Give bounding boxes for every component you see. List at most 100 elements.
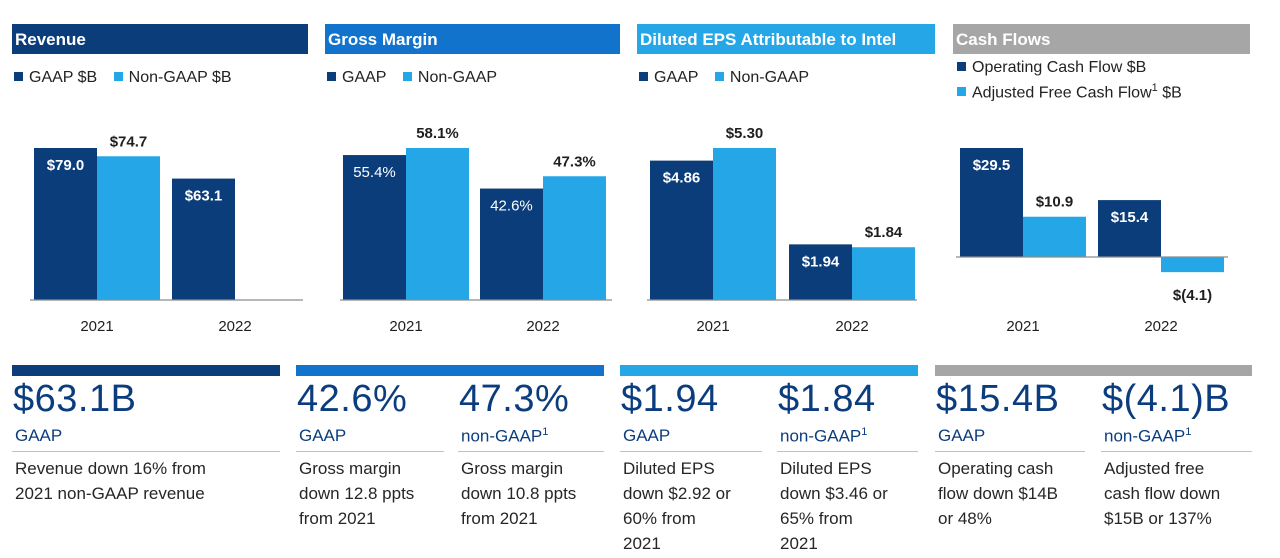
bar-2022-series2 (543, 176, 606, 300)
summary-value: 47.3% (459, 378, 570, 420)
nongaap-swatch (402, 72, 412, 81)
x-tick-label: 2021 (389, 318, 422, 335)
summary-divider (12, 451, 280, 452)
x-tick-label: 2022 (835, 318, 868, 335)
bar-2022-series1 (1098, 200, 1161, 257)
data-label: $29.5 (973, 157, 1011, 174)
bar-2021-series2 (97, 156, 160, 300)
bar-2021-series2 (1023, 216, 1086, 257)
data-label: $5.30 (726, 125, 764, 142)
legend-afcf: Adjusted Free Cash Flow (972, 84, 1152, 102)
summary-value: 42.6% (297, 378, 408, 420)
gross-margin-chart: 55.4% 58.1% 2021 42.6% 47.3% 2022 (340, 125, 612, 335)
gross-margin-header: Gross Margin (325, 24, 620, 54)
legend-afcf-footnote: 1 (1151, 82, 1158, 94)
revenue-legend: GAAP $B Non-GAAP $B (12, 68, 242, 88)
data-label: $15.4 (1111, 209, 1149, 226)
x-tick-label: 2021 (80, 318, 113, 335)
legend-nongaap: Non-GAAP (417, 69, 498, 86)
eps-chart: $4.86 $5.30 2021 $1.94 $1.84 2022 (647, 125, 917, 335)
ocf-swatch (957, 62, 966, 71)
summary-value: $(4.1)B (1102, 378, 1231, 420)
legend-gaap: GAAP (654, 69, 699, 86)
data-label: $4.86 (663, 170, 701, 187)
summary-divider (296, 451, 444, 452)
summary-desc: Diluted EPS down $3.46 or 65% from 2021 (780, 459, 888, 553)
data-label: 47.3% (553, 153, 596, 170)
bar-2021-series1 (960, 148, 1023, 257)
legend-nongaap: Non-GAAP (729, 69, 810, 86)
bar-2022-series2 (852, 247, 915, 300)
cash-flows-legend: Operating Cash Flow $B Adjusted Free Cas… (955, 58, 1182, 103)
legend-nongaap: Non-GAAP $B (128, 69, 232, 86)
legend-gaap: GAAP (342, 69, 387, 86)
summary-label: non-GAAP1 (780, 426, 868, 446)
data-label: 42.6% (490, 198, 533, 215)
data-label: $63.1 (185, 188, 223, 205)
summary-label: GAAP (299, 426, 347, 445)
summary-divider (777, 451, 918, 452)
summary-divider (620, 451, 762, 452)
bar-2021-series2 (713, 148, 776, 300)
bar-2021-series2 (406, 148, 469, 300)
bar-2021-series1 (650, 160, 713, 300)
data-label: 55.4% (353, 164, 396, 181)
x-tick-label: 2021 (696, 318, 729, 335)
summary-value: $63.1B (13, 378, 137, 420)
summary-divider (935, 451, 1085, 452)
gaap-swatch (327, 72, 336, 81)
bar-2022-series1 (789, 244, 852, 300)
eps-header: Diluted EPS Attributable to Intel (637, 24, 935, 54)
summary-desc: Diluted EPS down $2.92 or 60% from 2021 (623, 459, 731, 553)
summary-value: $1.84 (778, 378, 876, 420)
cash-flows-header: Cash Flows (953, 24, 1250, 54)
data-label: $74.7 (110, 133, 148, 150)
summary-label: non-GAAP1 (461, 426, 549, 446)
nongaap-swatch (714, 72, 724, 81)
legend-gaap: GAAP $B (29, 69, 98, 86)
legend-afcf-suffix: $B (1157, 84, 1182, 102)
revenue-header: Revenue (12, 24, 308, 54)
afcf-swatch (957, 87, 966, 97)
bar-2022-series1 (480, 188, 543, 300)
bar-2022-series1 (172, 178, 235, 300)
data-label: $10.9 (1036, 194, 1074, 211)
eps-summary-rule (620, 365, 918, 376)
legend-ocf: Operating Cash Flow $B (972, 59, 1147, 76)
cash-flows-chart: $29.5 $10.9 2021 $15.4 $(4.1) 2022 (956, 148, 1228, 335)
bar-2022-series2 (1161, 257, 1224, 273)
summary-desc: Adjusted free cash flow down $15B or 137% (1104, 459, 1221, 528)
summary-divider (1101, 451, 1252, 452)
summary-value: $15.4B (936, 378, 1060, 420)
summary-desc: Gross margin down 10.8 ppts from 2021 (461, 459, 577, 528)
gross-margin-legend: GAAP Non-GAAP (325, 68, 507, 88)
x-tick-label: 2022 (1144, 318, 1177, 335)
data-label: $(4.1) (1173, 287, 1212, 304)
x-tick-label: 2021 (1006, 318, 1039, 335)
x-tick-label: 2022 (218, 318, 251, 335)
summary-desc: Operating cash flow down $14B or 48% (938, 459, 1059, 528)
summary-label: non-GAAP1 (1104, 426, 1192, 446)
summary-desc: Revenue down 16% from 2021 non-GAAP reven… (15, 459, 206, 503)
summary-label: GAAP (938, 426, 986, 445)
data-label: $79.0 (47, 157, 85, 174)
margin-summary-rule (296, 365, 604, 376)
summary-divider (458, 451, 604, 452)
eps-legend: GAAP Non-GAAP (637, 68, 819, 88)
data-label: $1.84 (865, 224, 903, 241)
summary-label: GAAP (623, 426, 671, 445)
summary-value: $1.94 (621, 378, 719, 420)
summary-label: GAAP (15, 426, 63, 445)
summary-desc: Gross margin down 12.8 ppts from 2021 (299, 459, 415, 528)
data-label: 58.1% (416, 125, 459, 142)
x-tick-label: 2022 (526, 318, 559, 335)
gaap-swatch (639, 72, 648, 81)
revenue-summary-rule (12, 365, 280, 376)
nongaap-swatch (113, 72, 123, 81)
bar-2021-series1 (34, 148, 97, 300)
revenue-chart: $79.0 $74.7 2021 $63.1 2022 (30, 133, 303, 335)
bar-2021-series1 (343, 155, 406, 300)
cash-summary-rule (935, 365, 1252, 376)
gaap-swatch (14, 72, 23, 81)
data-label: $1.94 (802, 253, 840, 270)
